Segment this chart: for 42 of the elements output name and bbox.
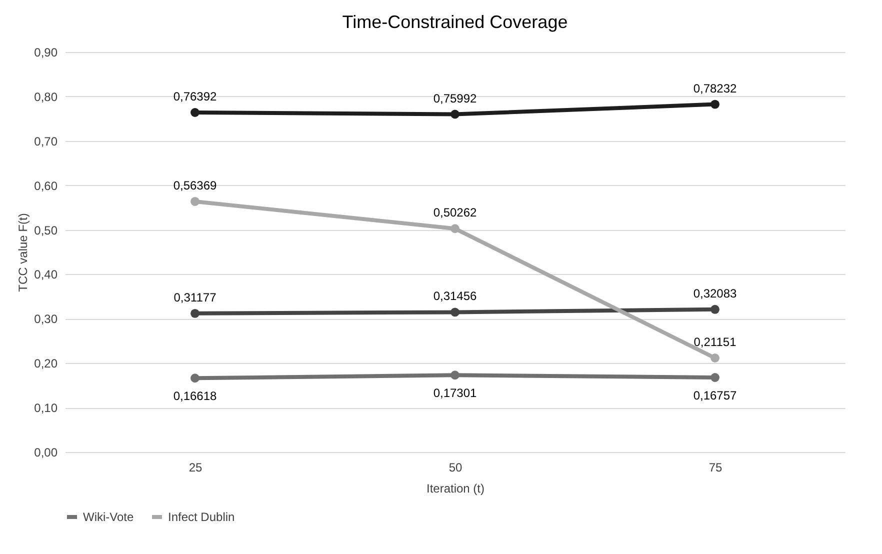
x-axis-title: Iteration (t) <box>426 482 485 496</box>
y-tick-label: 0,90 <box>34 46 58 60</box>
x-tick-label: 25 <box>188 460 202 474</box>
data-label: 0,16618 <box>173 389 218 404</box>
data-label: 0,31177 <box>174 290 217 304</box>
x-tick-label: 50 <box>448 460 462 474</box>
point <box>450 308 460 317</box>
data-label: 0,17301 <box>433 386 478 400</box>
point <box>190 374 200 383</box>
data-label: 0,50262 <box>433 206 478 220</box>
point <box>710 304 720 314</box>
chart-title: Time-Constrained Coverage <box>342 12 568 32</box>
point <box>450 224 460 234</box>
point <box>710 354 720 362</box>
x-tick-label: 75 <box>708 460 722 474</box>
data-label: 0,31456 <box>433 289 478 304</box>
point <box>190 108 200 117</box>
point <box>450 110 460 119</box>
data-label: 0,75992 <box>433 91 478 106</box>
y-tick-label: 0,00 <box>34 446 58 460</box>
legend-label: Wiki-Vote <box>83 510 134 524</box>
point <box>710 100 720 109</box>
point <box>190 308 200 318</box>
y-tick-label: 0,60 <box>34 178 58 193</box>
y-tick-label: 0,70 <box>34 134 58 148</box>
y-tick-label: 0,50 <box>34 223 58 238</box>
data-label: 0,78232 <box>693 81 738 96</box>
y-tick-label: 0,40 <box>34 268 58 282</box>
data-label: 0,32083 <box>693 286 738 300</box>
point <box>710 373 720 382</box>
legend-label: Infect Dublin <box>168 510 235 524</box>
data-label: 0,56369 <box>173 178 218 192</box>
point <box>190 197 200 206</box>
y-axis-title: TCC value F(t) <box>16 213 30 292</box>
y-tick-label: 0,20 <box>34 356 58 371</box>
data-label: 0,21151 <box>694 334 737 349</box>
y-tick-label: 0,30 <box>34 312 58 326</box>
point <box>450 370 460 380</box>
data-label: 0,16757 <box>693 388 738 403</box>
y-tick-label: 0,10 <box>34 401 58 416</box>
y-tick-label: 0,80 <box>34 90 58 104</box>
data-label: 0,76392 <box>173 89 218 104</box>
